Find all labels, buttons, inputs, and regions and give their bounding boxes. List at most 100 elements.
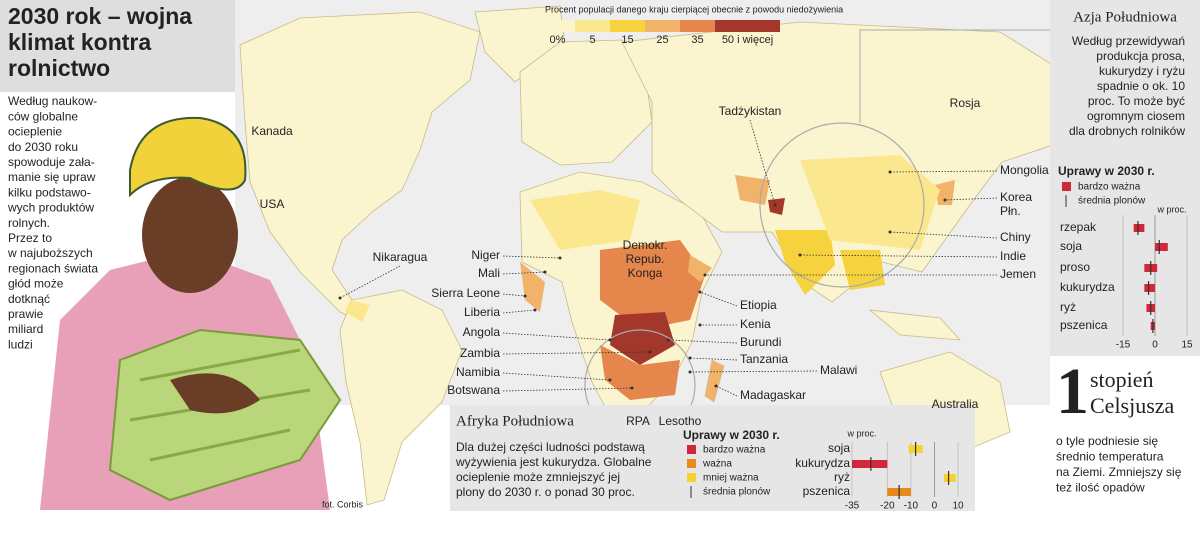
leader-dot bbox=[798, 253, 802, 257]
leader-line bbox=[715, 385, 738, 397]
crop-label: kukurydza bbox=[1060, 280, 1115, 294]
country-label: Lesotho bbox=[659, 414, 702, 428]
leader-dot bbox=[943, 198, 947, 202]
madagascar bbox=[704, 359, 725, 403]
country-label: Korea bbox=[1000, 190, 1032, 204]
leader-dot bbox=[533, 308, 537, 312]
intro-line: manie się upraw bbox=[8, 170, 96, 184]
leader-dot bbox=[714, 384, 718, 388]
legend-label: średnia plonów bbox=[703, 487, 771, 498]
asia-text-line: kukurydzy i ryżu bbox=[1099, 64, 1185, 78]
x-tick-label: -35 bbox=[845, 501, 860, 512]
celsius-text-line: o tyle podniesie się bbox=[1056, 434, 1158, 448]
intro-line: głód może bbox=[8, 277, 64, 291]
leader-dot bbox=[703, 273, 707, 277]
photo bbox=[40, 116, 342, 510]
leader-dot bbox=[888, 170, 892, 174]
intro-line: kilku podstawo- bbox=[8, 185, 91, 199]
legend-swatch bbox=[680, 20, 715, 32]
congo-region bbox=[610, 312, 675, 365]
legend-swatch bbox=[645, 20, 680, 32]
crop-label: kukurydza bbox=[795, 456, 850, 470]
asia-text-line: Według przewidywań bbox=[1072, 34, 1185, 48]
legend-label: bardzo ważna bbox=[1078, 182, 1141, 193]
leader-dot bbox=[688, 370, 692, 374]
unit-label: w proc. bbox=[1156, 204, 1186, 214]
intro-line: Według naukow- bbox=[8, 94, 97, 108]
photo-credit: fot. Corbis bbox=[322, 499, 364, 509]
legend-swatch bbox=[1062, 182, 1071, 191]
crop-label: rzepak bbox=[1060, 220, 1097, 234]
leader-dot bbox=[888, 230, 892, 234]
country-label: Repub. bbox=[626, 252, 665, 266]
legend-label: mniej ważna bbox=[703, 473, 759, 484]
celsius-number: 1 bbox=[1056, 355, 1089, 428]
legend-label: 15 bbox=[621, 34, 633, 46]
leader-dot bbox=[648, 350, 652, 354]
leader-dot bbox=[338, 296, 342, 300]
leader-line bbox=[339, 265, 401, 299]
central-asia-region bbox=[735, 175, 770, 205]
intro-line: wych produktów bbox=[7, 201, 94, 215]
x-tick-label: -10 bbox=[904, 501, 919, 512]
country-label: Madagaskar bbox=[740, 388, 806, 402]
indonesia bbox=[868, 309, 961, 341]
legend-label: średnia plonów bbox=[1078, 196, 1146, 207]
asia-focus-circle bbox=[759, 122, 925, 288]
legend-label: bardzo ważna bbox=[703, 445, 766, 456]
legend-swatch bbox=[687, 459, 696, 468]
africa-text-line: plony do 2030 r. o ponad 30 proc. bbox=[456, 485, 635, 499]
legend-swatch bbox=[687, 445, 696, 454]
range-bar bbox=[1155, 243, 1168, 251]
country-label: Nikaragua bbox=[373, 250, 428, 264]
intro-line: ludzi bbox=[8, 337, 33, 351]
crop-label: ryż bbox=[834, 470, 850, 484]
leader-dot bbox=[666, 338, 670, 342]
celsius-text-line: średnio temperatura bbox=[1056, 450, 1164, 464]
legend-swatch bbox=[715, 20, 780, 32]
legend-label: 50 i więcej bbox=[722, 34, 773, 46]
west-africa-region bbox=[520, 262, 545, 312]
country-label: Chiny bbox=[1000, 230, 1031, 244]
country-label: Indie bbox=[1000, 249, 1026, 263]
intro-line: rolnych. bbox=[8, 216, 50, 230]
title-line: rolnictwo bbox=[8, 55, 110, 81]
leader-line bbox=[944, 197, 998, 201]
hand bbox=[170, 373, 260, 414]
country-label: Niger bbox=[471, 248, 500, 262]
legend-label: 0% bbox=[550, 34, 566, 46]
face bbox=[142, 177, 238, 293]
country-label: Australia bbox=[932, 397, 979, 411]
india-region bbox=[775, 230, 835, 295]
range-bar bbox=[852, 460, 888, 468]
intro-line: prawie bbox=[8, 307, 44, 321]
leader-line bbox=[667, 339, 738, 344]
crop-label: soja bbox=[828, 441, 850, 455]
intro-line: spowoduje zała- bbox=[8, 155, 95, 169]
intro-line: w najuboższych bbox=[7, 246, 93, 260]
leader-line bbox=[502, 309, 536, 314]
legend-swatch bbox=[687, 473, 696, 482]
range-bar bbox=[943, 474, 956, 482]
unit-label: w proc. bbox=[846, 428, 876, 438]
country-label: Kenia bbox=[740, 317, 771, 331]
country-label: Konga bbox=[628, 266, 663, 280]
leader-dot bbox=[523, 294, 527, 298]
celsius-text-line: też ilość opadów bbox=[1056, 481, 1145, 495]
asia-text-line: produkcja prosa, bbox=[1096, 49, 1185, 63]
country-label: USA bbox=[260, 197, 285, 211]
celsius-line: Celsjusza bbox=[1090, 393, 1175, 418]
intro-line: dotknąć bbox=[8, 292, 50, 306]
sahel-region bbox=[530, 190, 640, 250]
leader-line bbox=[699, 291, 738, 307]
intro-line: do 2030 roku bbox=[8, 140, 78, 154]
x-tick-label: -20 bbox=[880, 501, 895, 512]
country-label: Namibia bbox=[456, 365, 500, 379]
central-america-region bbox=[345, 300, 370, 322]
intro-line: ców globalne bbox=[8, 109, 78, 123]
country-label: Demokr. bbox=[623, 238, 668, 252]
crop-label: proso bbox=[1060, 260, 1090, 274]
legend-label: 5 bbox=[589, 34, 595, 46]
central-africa-region bbox=[600, 240, 705, 330]
country-label: Angola bbox=[463, 325, 501, 339]
